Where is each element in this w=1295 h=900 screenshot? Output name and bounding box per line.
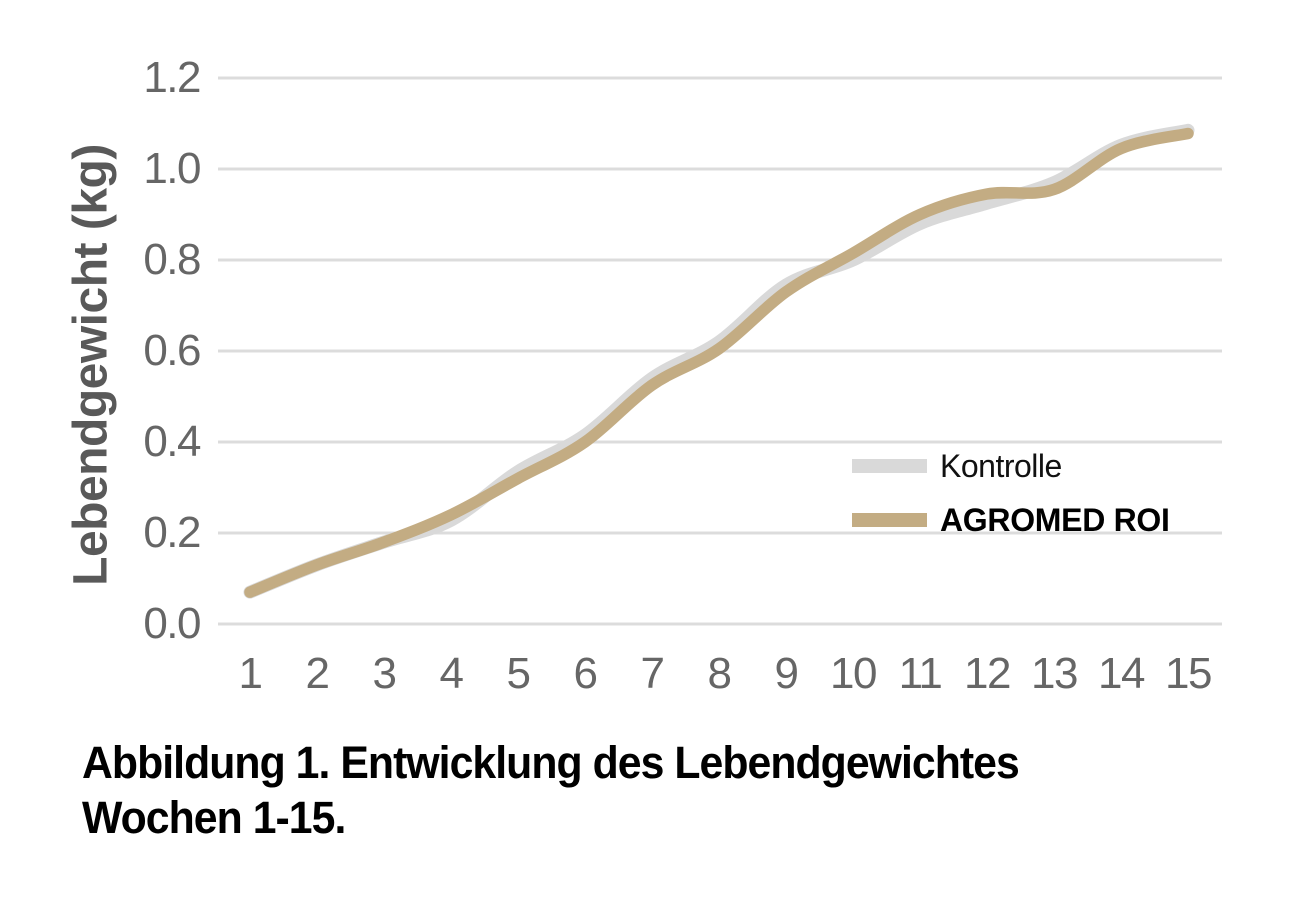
x-tick-label: 4 xyxy=(439,649,464,698)
x-tick-label: 5 xyxy=(506,649,531,698)
x-tick-label: 13 xyxy=(1031,649,1078,698)
caption-line-1: Abbildung 1. Entwicklung des Lebendgewic… xyxy=(82,737,1020,788)
series-line-agromed-roi xyxy=(244,127,1194,598)
agromed-roi-line-swatch-icon xyxy=(852,513,927,527)
kontrolle-line-swatch-icon xyxy=(852,459,927,473)
x-tick-label: 11 xyxy=(898,649,943,698)
figure-caption: Abbildung 1. Entwicklung des Lebendgewic… xyxy=(82,735,1020,845)
y-tick-label: 0.6 xyxy=(143,326,201,375)
legend-item-agromed-roi: AGROMED ROI xyxy=(852,500,1170,540)
x-tick-label: 1 xyxy=(238,649,263,698)
y-tick-label: 1.0 xyxy=(143,144,201,193)
x-tick-label: 9 xyxy=(774,649,799,698)
x-tick-label: 6 xyxy=(573,649,598,698)
legend-label-kontrolle: Kontrolle xyxy=(940,447,1062,484)
x-tick-label: 10 xyxy=(830,649,877,698)
y-tick-label: 0.4 xyxy=(143,417,201,466)
x-tick-label: 7 xyxy=(640,649,665,698)
y-tick-label: 1.2 xyxy=(143,53,201,102)
legend-item-kontrolle: Kontrolle xyxy=(852,446,1062,486)
y-tick-label: 0.0 xyxy=(143,599,201,648)
x-tick-label: 14 xyxy=(1098,649,1145,698)
y-tick-label: 0.8 xyxy=(143,235,201,284)
y-tick-label: 0.2 xyxy=(143,508,201,557)
x-tick-label: 12 xyxy=(964,649,1011,698)
x-tick-label: 8 xyxy=(707,649,732,698)
x-tick-label: 2 xyxy=(305,649,330,698)
legend-label-agromed-roi: AGROMED ROI xyxy=(940,501,1170,538)
x-tick-label: 3 xyxy=(372,649,397,698)
caption-line-2: Wochen 1-15. xyxy=(82,792,346,843)
x-tick-label: 15 xyxy=(1165,649,1212,698)
